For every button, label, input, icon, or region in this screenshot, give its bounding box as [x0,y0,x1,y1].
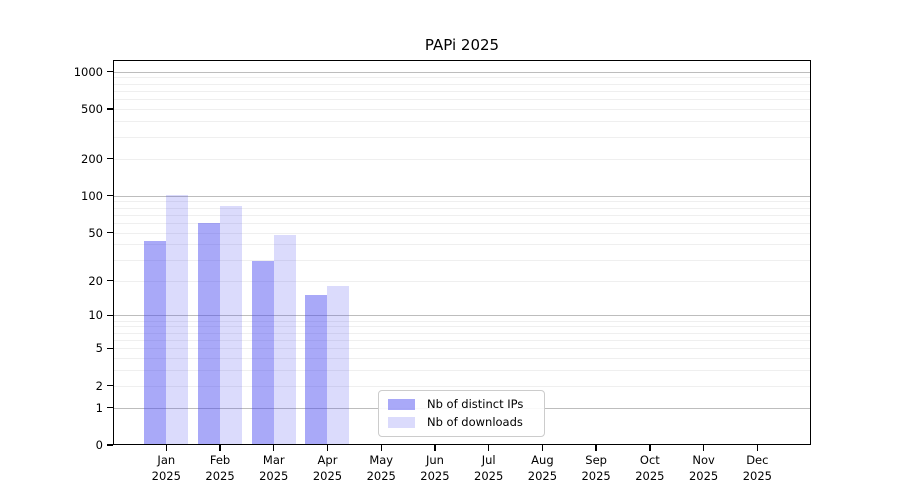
bar-nb-of-downloads-0 [166,194,189,445]
gridline-minor [113,99,811,101]
y-axis-tick [107,347,113,349]
y-axis-tick [107,384,113,387]
gridline-minor [113,214,811,216]
y-tick-label: 500 [81,102,103,117]
y-tick-label: 5 [95,341,103,356]
gridline-minor [113,370,811,372]
x-tick-label: Nov 2025 [688,453,719,483]
gridline-minor [113,121,811,123]
x-tick-label: Jul 2025 [474,453,504,483]
legend-label-distinct-ips: Nb of distinct IPs [427,397,524,411]
gridline-minor [113,109,811,111]
y-axis-tick [107,108,113,110]
legend-label-downloads: Nb of downloads [427,415,523,429]
gridline-minor [113,348,811,350]
gridline-minor [113,232,811,234]
x-axis-tick [326,445,329,451]
x-tick-label: Aug 2025 [527,453,558,483]
legend: Nb of distinct IPs Nb of downloads [378,390,545,437]
bar-nb-of-downloads-1 [220,205,243,445]
gridline-minor [113,222,811,224]
gridline-minor [113,91,811,93]
x-axis-tick [380,445,382,451]
y-tick-label: 10 [88,308,103,323]
legend-row-distinct-ips: Nb of distinct IPs [388,398,535,411]
x-tick-label: Jun 2025 [420,453,450,483]
x-axis-tick [541,445,544,451]
gridline-major [113,315,811,317]
gridline-minor [113,77,811,79]
x-tick-label: Oct 2025 [635,453,665,483]
y-axis-tick [107,231,113,234]
x-axis-tick [434,445,436,451]
y-axis-tick [107,195,113,197]
x-axis-tick [756,445,759,451]
x-tick-label: May 2025 [366,453,396,483]
gridline-minor [113,385,811,387]
y-tick-label: 0 [95,438,103,452]
y-axis-tick [107,444,113,446]
legend-row-downloads: Nb of downloads [388,416,535,429]
gridline-minor [113,339,811,341]
legend-swatch-0 [388,399,415,410]
y-tick-label: 50 [88,225,103,240]
gridline-minor [113,136,811,138]
gridline-minor [113,83,811,85]
bar-nb-of-distinct-ips-0 [144,240,167,445]
x-tick-label: Apr 2025 [312,453,343,483]
gridline-minor [113,201,811,203]
y-tick-label: 200 [81,151,103,166]
y-tick-label: 1000 [73,64,103,79]
gridline-minor [113,332,811,334]
gridline-major [113,71,811,73]
bar-nb-of-distinct-ips-2 [251,261,274,445]
x-tick-label: Sep 2025 [581,453,611,483]
gridline-minor [113,259,811,261]
x-axis-tick [273,445,275,451]
gridline-major [113,195,811,197]
gridline-minor [113,244,811,246]
y-tick-label: 1 [95,400,103,415]
bar-nb-of-distinct-ips-1 [198,222,221,445]
y-axis-tick [107,71,113,73]
y-axis-tick [107,406,113,409]
y-tick-label: 2 [95,378,103,393]
y-tick-label: 20 [88,273,103,288]
x-axis-tick [219,445,221,451]
y-axis-tick [107,157,113,160]
bar-nb-of-distinct-ips-3 [305,295,328,445]
x-axis-tick [165,445,167,451]
gridline-minor [113,158,811,160]
bar-nb-of-downloads-3 [327,285,350,445]
x-tick-label: Feb 2025 [205,453,235,483]
x-axis-tick [595,445,597,451]
chart-title: PAPi 2025 [424,36,500,54]
x-tick-label: Jan 2025 [151,453,181,483]
x-axis-tick [649,445,651,451]
y-tick-label: 100 [81,188,103,203]
x-axis-tick [487,445,490,451]
gridline-minor [113,280,811,282]
y-axis-tick [107,279,113,282]
y-axis-tick [107,314,113,317]
legend-swatch-1 [388,417,415,428]
plot-area [113,60,811,445]
x-axis-tick [702,445,705,451]
bar-nb-of-downloads-2 [273,234,296,445]
gridline-minor [113,358,811,360]
gridline-minor [113,320,811,322]
x-tick-label: Dec 2025 [742,453,772,483]
gridline-minor [113,207,811,209]
x-tick-label: Mar 2025 [259,453,289,483]
gridline-minor [113,326,811,328]
